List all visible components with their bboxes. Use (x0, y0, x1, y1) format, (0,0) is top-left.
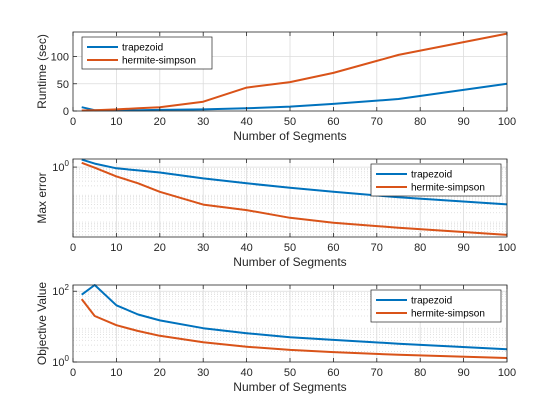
y-tick-label: 50 (57, 79, 69, 91)
x-tick-label: 0 (70, 242, 76, 254)
x-axis-label-3: Number of Segments (233, 380, 346, 394)
x-axis-label-2: Number of Segments (233, 255, 346, 269)
x-tick-label: 40 (240, 367, 252, 379)
y-tick-label: 100 (52, 159, 69, 174)
chart-panel-2: 0 10 20 30 40 50 60 70 80 90 100 100 Number of Segme… (35, 158, 516, 269)
x-tick-label: 60 (327, 242, 339, 254)
x-tick-label: 80 (414, 242, 426, 254)
legend-1: trapezoid hermite-simpson (81, 36, 213, 70)
series-line-hermite-simpson-3 (80, 298, 508, 359)
series-line-hermite-simpson-1 (81, 32, 508, 112)
y-tick-label: 102 (52, 283, 69, 298)
x-tick-label: 90 (457, 242, 469, 254)
x-tick-label: 0 (70, 116, 76, 128)
y-axis-label-1: Runtime (sec) (35, 34, 49, 109)
x-tick-label: 30 (197, 116, 209, 128)
legend-2: trapezoid hermite-simpson (370, 163, 502, 197)
x-tick-label: 70 (371, 242, 383, 254)
x-tick-label: 100 (498, 242, 516, 254)
series-line-trapezoid-3 (81, 284, 508, 351)
legend-label-hermite-simpson: hermite-simpson (411, 309, 485, 320)
x-tick-label: 50 (284, 367, 296, 379)
y-axis-label-2: Max error (35, 172, 49, 223)
x-tick-label: 100 (498, 116, 516, 128)
x-tick-label: 50 (284, 242, 296, 254)
x-tick-label: 70 (371, 116, 383, 128)
x-tick-label: 30 (197, 242, 209, 254)
x-tick-label: 40 (240, 116, 252, 128)
x-tick-label: 100 (498, 367, 516, 379)
x-tick-label: 60 (327, 367, 339, 379)
x-tick-label: 0 (70, 367, 76, 379)
x-tick-label: 90 (457, 116, 469, 128)
x-tick-label: 70 (371, 367, 383, 379)
x-tick-label: 90 (457, 367, 469, 379)
series-line-hermite-simpson-2 (81, 161, 508, 236)
series-line-trapezoid-2 (81, 158, 508, 206)
x-tick-label: 50 (284, 116, 296, 128)
x-tick-label: 30 (197, 367, 209, 379)
x-tick-label: 10 (110, 242, 122, 254)
x-tick-label: 80 (414, 116, 426, 128)
legend-label-trapezoid: trapezoid (411, 296, 452, 307)
y-axis-label-3: Objective Value (35, 282, 49, 365)
x-tick-label: 80 (414, 367, 426, 379)
legend-label-trapezoid: trapezoid (122, 43, 163, 54)
x-tick-label: 20 (154, 116, 166, 128)
legend-label-trapezoid: trapezoid (411, 170, 452, 181)
x-tick-label: 60 (327, 116, 339, 128)
x-axis-label-1: Number of Segments (233, 129, 346, 143)
chart-panel-1: 0 10 20 30 40 50 60 70 80 90 100 0 50 100 Number of Se… (35, 31, 516, 143)
chart-panel-3: 0 10 20 30 40 50 60 70 80 90 100 100 102 Number of Se… (35, 282, 516, 394)
x-tick-label: 20 (154, 242, 166, 254)
legend-box (370, 289, 502, 323)
x-tick-label: 10 (110, 116, 122, 128)
x-tick-label: 40 (240, 242, 252, 254)
legend-box (81, 36, 213, 70)
y-tick-label: 100 (51, 52, 69, 64)
x-tick-label: 10 (110, 367, 122, 379)
y-tick-label: 100 (52, 354, 69, 369)
x-tick-label: 20 (154, 367, 166, 379)
legend-label-hermite-simpson: hermite-simpson (122, 56, 196, 67)
y-tick-label: 0 (63, 106, 69, 118)
legend-3: trapezoid hermite-simpson (370, 289, 502, 323)
legend-label-hermite-simpson: hermite-simpson (411, 183, 485, 194)
legend-box (370, 163, 502, 197)
